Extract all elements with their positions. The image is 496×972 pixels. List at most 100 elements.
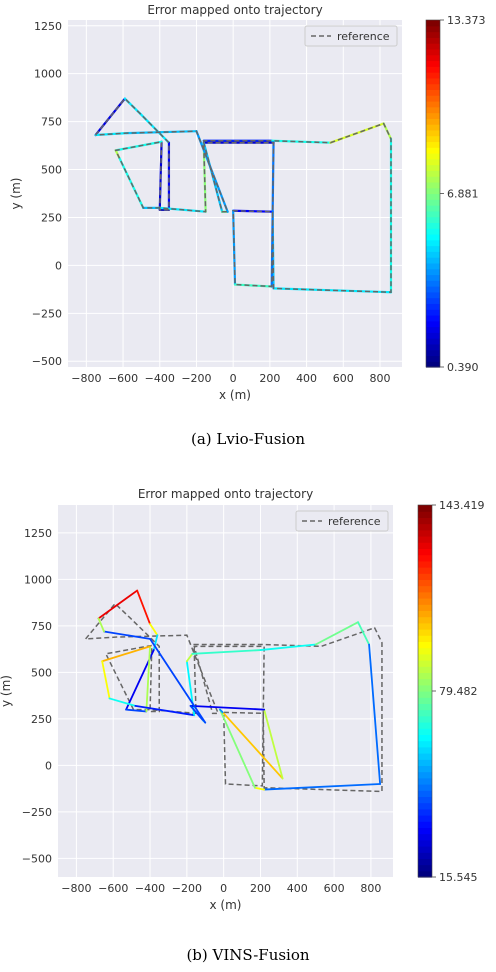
colorbar-segment (426, 77, 440, 85)
colorbar-segment (426, 303, 440, 310)
colorbar-segment (418, 827, 432, 835)
trajectory-segment (125, 130, 198, 135)
colorbar-segment (418, 635, 432, 642)
y-tick-label: −500 (32, 355, 62, 368)
colorbar-segment (426, 222, 440, 229)
colorbar-tick-label: 13.373 (447, 14, 486, 27)
trajectory-segment (136, 589, 151, 625)
colorbar-segment (426, 314, 440, 322)
trajectory-segment (149, 638, 207, 724)
trajectory-segment (222, 712, 284, 780)
colorbar-segment (418, 616, 432, 624)
colorbar-segment (426, 309, 440, 316)
trajectory-segment (259, 643, 317, 651)
colorbar-segment (418, 796, 432, 804)
trajectory-segment (103, 630, 151, 640)
colorbar-segment (418, 765, 432, 773)
colorbar-segment (418, 802, 432, 810)
colorbar-segment (418, 852, 432, 859)
trajectory-segment (191, 649, 262, 655)
colorbar-tick-label: 79.482 (439, 685, 478, 698)
legend-label-reference: reference (337, 30, 390, 43)
colorbar-segment (426, 355, 440, 362)
colorbar-segment (426, 338, 440, 345)
colorbar-segment (418, 672, 432, 680)
colorbar-segment (426, 37, 440, 44)
trajectory-segment (125, 708, 148, 713)
y-tick-label: 500 (41, 164, 62, 177)
colorbar-segment (426, 89, 440, 96)
trajectory-segment (314, 621, 359, 646)
colorbar-segment (426, 216, 440, 224)
chart-vins-fusion: −800 −600 −400 −200 0 200 400 600 800 −500 −250 0 25… (0, 487, 485, 912)
colorbar-segment (418, 815, 432, 822)
colorbar-segment (418, 858, 432, 866)
colorbar-segment (418, 529, 432, 537)
colorbar-segment (426, 106, 440, 114)
y-tick-label: 1250 (34, 20, 62, 33)
y-axis-label: y (m) (0, 675, 13, 707)
colorbar-segment (418, 666, 432, 673)
trajectory-segment (101, 645, 151, 663)
colorbar-segment (418, 660, 432, 667)
y-tick-label: 750 (31, 620, 52, 633)
trajectory-segment (189, 704, 205, 722)
colorbar-segment (418, 647, 432, 655)
colorbar-segment (418, 585, 432, 593)
colorbar-segment (426, 176, 440, 183)
y-axis-label: y (m) (9, 178, 23, 210)
colorbar-segment (426, 239, 440, 247)
colorbar-segment (418, 784, 432, 791)
colorbar-segment (426, 60, 440, 67)
x-tick-label: 200 (250, 882, 271, 895)
colorbar-segment (426, 48, 440, 56)
y-tick-label: 1250 (24, 527, 52, 540)
x-tick-label: 600 (333, 372, 354, 385)
colorbar-segment (426, 274, 440, 281)
legend-box (304, 25, 398, 47)
colorbar-segment (426, 25, 440, 33)
colorbar-segment (426, 210, 440, 218)
x-tick-label: 600 (324, 882, 345, 895)
colorbar-segment (426, 135, 440, 143)
trajectory-segment (185, 652, 194, 663)
y-tick-label: 1000 (34, 68, 62, 81)
colorbar-segment (426, 83, 440, 90)
colorbar-segment (418, 629, 432, 636)
colorbar-segment (426, 112, 440, 119)
colorbar-segment (426, 193, 440, 200)
colorbar-segment (418, 517, 432, 525)
colorbar-segment (426, 257, 440, 264)
colorbar-segment (418, 653, 432, 661)
colorbar-segment (426, 124, 440, 131)
colorbar-segment (418, 622, 432, 630)
colorbar-segment (426, 118, 440, 125)
trajectory-segment (189, 704, 266, 711)
panel-vins-fusion: −800 −600 −400 −200 0 200 400 600 800 −500 −250 0 25… (0, 485, 496, 972)
colorbar-segment (418, 554, 432, 562)
colorbar-segment (426, 320, 440, 328)
x-tick-label: 800 (369, 372, 390, 385)
legend-label-reference: reference (328, 515, 381, 528)
trajectory-segment (254, 786, 266, 791)
colorbar-segment (418, 604, 432, 611)
colorbar-segment (418, 753, 432, 760)
trajectory-segment (263, 783, 382, 791)
y-tick-label: −250 (32, 307, 62, 320)
colorbar-segment (426, 72, 440, 79)
trajectory-segment (368, 643, 382, 785)
colorbar-segment (418, 505, 432, 512)
colorbar-segment (426, 153, 440, 160)
x-tick-label: 400 (296, 372, 317, 385)
trajectory-segment (108, 697, 137, 707)
x-tick-label: 400 (287, 882, 308, 895)
chart-title: Error mapped onto trajectory (138, 487, 313, 501)
trajectory-segment (134, 704, 196, 717)
colorbar-segment (426, 297, 440, 304)
reference-trajectory (85, 602, 383, 793)
colorbar-segment (418, 641, 432, 649)
colorbar-segment (418, 771, 432, 779)
colorbar-segment (426, 54, 440, 62)
plot-area (68, 20, 402, 367)
y-tick-label: 0 (55, 259, 62, 272)
